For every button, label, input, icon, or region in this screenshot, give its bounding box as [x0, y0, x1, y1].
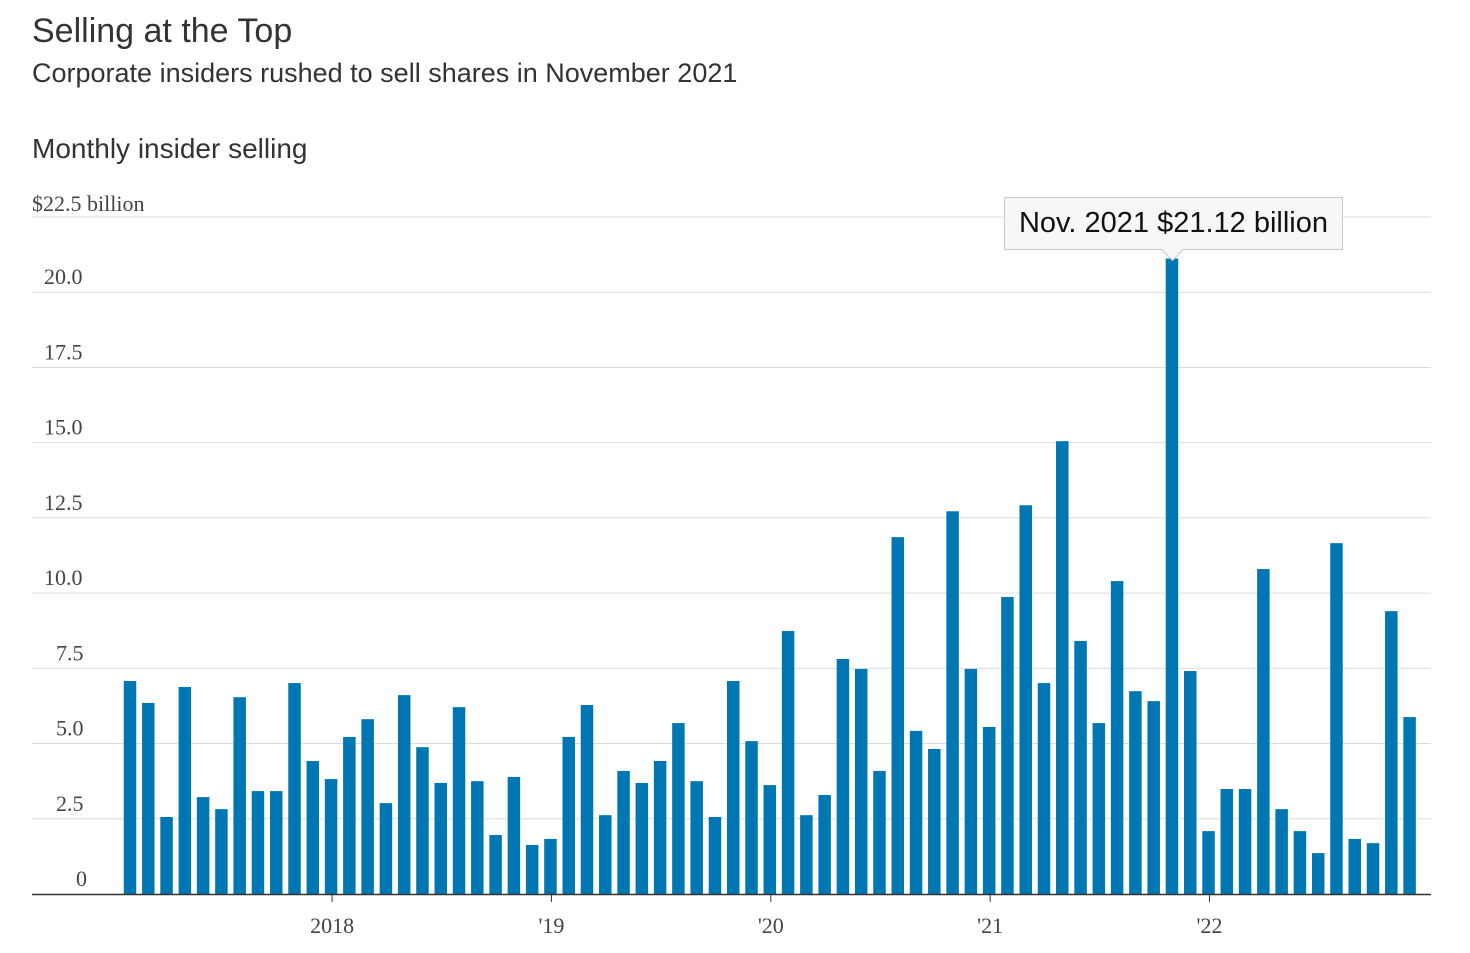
bar	[288, 683, 301, 894]
bar	[196, 797, 210, 894]
bar	[1110, 581, 1124, 894]
bar	[1202, 831, 1215, 894]
bar	[690, 781, 703, 894]
bar	[745, 741, 758, 894]
bar	[854, 668, 868, 894]
y-axis-label: Monthly insider selling	[32, 133, 308, 164]
bar	[489, 835, 502, 894]
bar	[544, 838, 557, 894]
bar	[909, 730, 923, 894]
y-tick-label: 15.0	[44, 415, 83, 440]
bar	[1037, 683, 1051, 894]
bar	[818, 795, 831, 894]
bar	[416, 747, 429, 894]
bar	[507, 776, 521, 894]
bar	[763, 785, 777, 894]
bar	[1183, 671, 1197, 894]
y-tick-label: 5.0	[56, 716, 84, 741]
bar	[233, 697, 246, 894]
bar	[178, 686, 192, 894]
bar	[928, 748, 941, 894]
x-tick-label: '19	[538, 913, 564, 938]
bar	[800, 815, 813, 894]
bar	[1257, 569, 1270, 894]
bar	[452, 707, 466, 894]
bar	[873, 770, 886, 894]
bar	[471, 781, 484, 894]
y-tick-label: 20.0	[44, 264, 83, 289]
bar	[306, 761, 320, 894]
y-tick-label: 2.5	[56, 791, 84, 816]
bar	[1348, 838, 1362, 894]
bar	[1074, 640, 1087, 894]
y-tick-label: 0	[76, 866, 87, 891]
bar	[1147, 701, 1160, 894]
bar	[324, 779, 338, 894]
bar	[964, 668, 978, 894]
bar	[726, 680, 740, 894]
bar	[982, 727, 996, 894]
chart-subtitle: Corporate insiders rushed to sell shares…	[32, 58, 738, 88]
bar	[269, 791, 283, 894]
bar	[1056, 441, 1069, 894]
bar	[1019, 505, 1032, 894]
x-tick-label: '21	[977, 913, 1003, 938]
y-tick-label: 17.5	[44, 339, 83, 364]
bar	[708, 816, 722, 894]
chart-title: Selling at the Top	[32, 12, 293, 50]
bar	[123, 680, 137, 894]
bar	[215, 809, 228, 894]
bar	[672, 723, 685, 894]
bar	[891, 537, 905, 894]
bar	[1220, 788, 1234, 894]
bar	[1001, 597, 1014, 894]
x-tick-label: 2018	[310, 913, 354, 938]
bar	[1403, 717, 1416, 894]
bar	[397, 695, 411, 894]
bar	[1293, 831, 1307, 894]
bar	[251, 791, 265, 894]
bar	[434, 782, 448, 894]
bar	[1330, 543, 1343, 894]
y-tick-label: 10.0	[44, 565, 83, 590]
bar	[142, 702, 155, 894]
bar	[379, 803, 393, 894]
x-tick-label: '22	[1197, 913, 1223, 938]
bar	[361, 719, 374, 894]
x-tick-label: '20	[758, 913, 784, 938]
bar	[836, 659, 850, 894]
y-tick-label: 12.5	[44, 490, 83, 515]
bar	[946, 511, 959, 894]
bar	[1311, 853, 1325, 894]
y-unit-label: $22.5 billion	[32, 191, 144, 216]
tooltip: Nov. 2021 $21.12 billion	[1004, 197, 1343, 250]
bar	[343, 736, 356, 894]
bar	[160, 816, 173, 894]
bar	[525, 844, 539, 894]
bar	[617, 770, 630, 894]
bar	[1129, 691, 1142, 894]
bar	[653, 761, 667, 894]
bar	[1275, 809, 1288, 894]
bar	[599, 815, 612, 894]
bar	[1092, 723, 1106, 894]
bar	[1366, 843, 1380, 894]
y-tick-label: 7.5	[56, 640, 84, 665]
bar	[580, 705, 594, 894]
bar	[1165, 258, 1179, 894]
bar	[1385, 611, 1398, 894]
bar	[1238, 788, 1252, 894]
bar	[781, 631, 795, 894]
bar	[635, 782, 649, 894]
bar	[562, 736, 575, 894]
